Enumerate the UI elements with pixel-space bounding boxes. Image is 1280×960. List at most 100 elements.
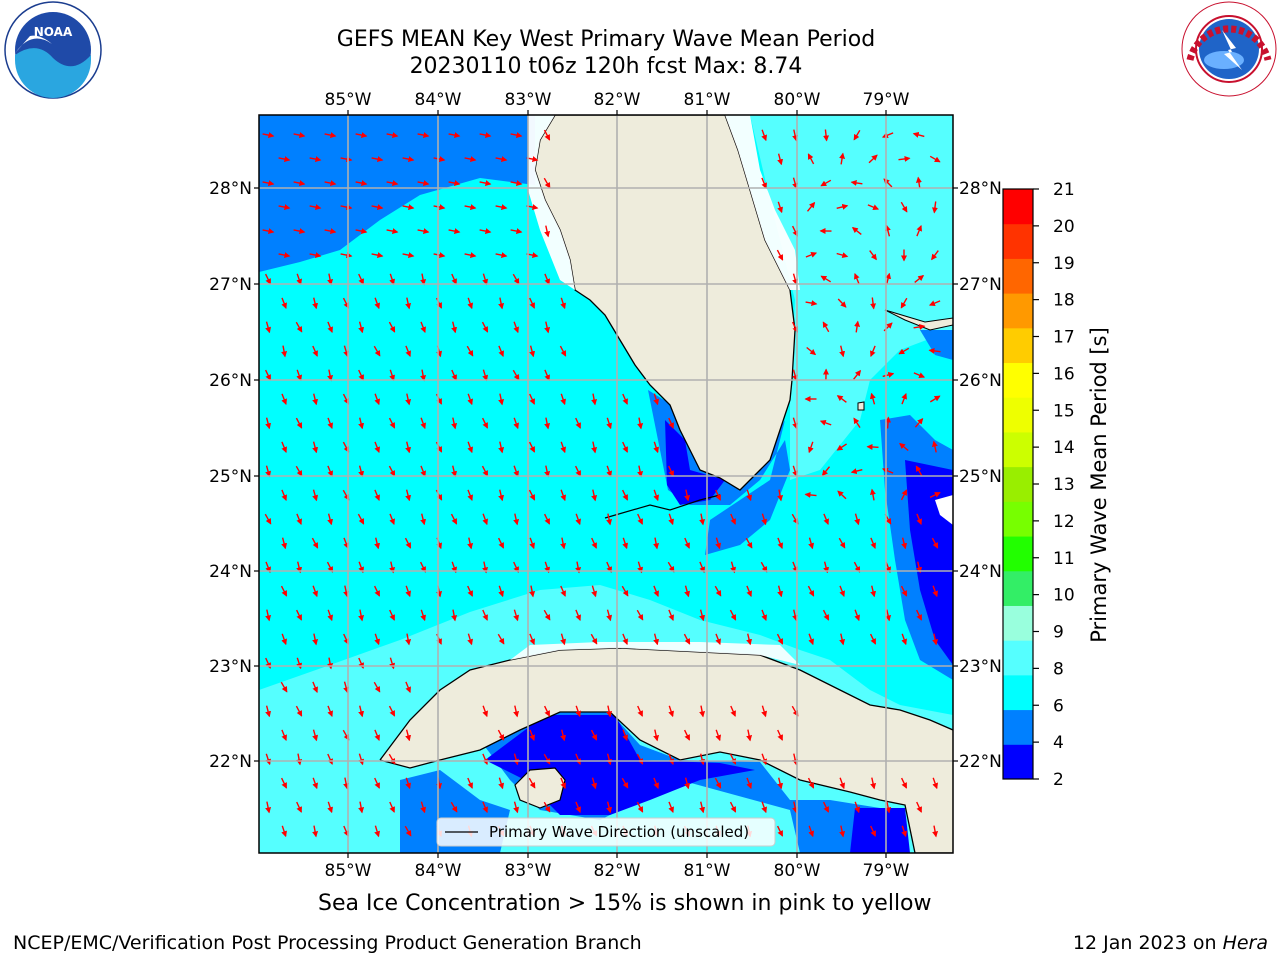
wave-arrow [822, 321, 830, 333]
wave-arrow [262, 180, 275, 187]
wave-arrow [870, 345, 876, 358]
wave-arrow [575, 705, 581, 718]
wave-arrow [821, 466, 831, 477]
wave-arrow [637, 417, 644, 430]
wave-arrow [448, 228, 461, 235]
wave-arrow [683, 729, 691, 741]
wave-arrow [388, 465, 396, 477]
wave-arrow [420, 465, 426, 478]
wave-arrow [853, 417, 861, 428]
wave-arrow [528, 441, 536, 453]
lat-label-right: 26°N [959, 371, 1002, 391]
wave-arrow [327, 369, 334, 382]
wave-arrow [668, 513, 674, 526]
wave-arrow [265, 801, 272, 814]
wave-arrow [792, 369, 799, 382]
wave-arrow [497, 729, 505, 741]
wave-arrow [327, 705, 333, 718]
wave-arrow [389, 801, 395, 813]
lat-label-left: 25°N [209, 467, 252, 487]
wave-arrow [389, 369, 395, 382]
wave-arrow [495, 156, 508, 163]
wave-arrow [913, 323, 926, 330]
nws-logo [1181, 1, 1277, 97]
wave-arrow [420, 369, 427, 382]
wave-arrow [417, 180, 430, 187]
wave-arrow [912, 131, 925, 138]
wave-arrow [560, 297, 566, 310]
footer-date: 12 Jan 2023 on [1072, 932, 1223, 954]
colorbar-tick-label: 12 [1053, 512, 1075, 532]
wave-arrow [358, 465, 365, 478]
lon-label-bottom: 85°W [325, 861, 372, 881]
wave-arrow [404, 537, 412, 549]
wave-arrow [543, 801, 551, 813]
wave-arrow [265, 609, 272, 622]
wave-arrow [823, 513, 829, 526]
wave-arrow [327, 273, 334, 286]
footer-left: NCEP/EMC/Verification Post Processing Pr… [13, 932, 642, 954]
wave-arrow [560, 777, 566, 790]
wave-arrow [854, 320, 861, 333]
wave-arrow [529, 633, 535, 646]
wave-arrow [915, 609, 923, 621]
wave-arrow [560, 537, 567, 550]
wave-arrow [870, 297, 877, 310]
wave-arrow [417, 132, 430, 139]
wave-arrow [405, 633, 412, 646]
wave-arrow [482, 369, 489, 382]
wave-arrow [683, 633, 691, 645]
wave-arrow [262, 228, 275, 235]
wave-arrow [293, 132, 306, 139]
colorbar-segment [1003, 362, 1033, 398]
wave-arrow [808, 825, 814, 838]
wave-arrow [606, 705, 613, 718]
lat-label-left: 23°N [209, 657, 252, 677]
wave-arrow [806, 201, 816, 212]
wave-arrow [931, 201, 938, 214]
wave-arrow [851, 226, 862, 235]
wave-arrow [881, 132, 894, 138]
wave-arrow [870, 585, 877, 598]
wave-arrow [293, 180, 306, 187]
wave-arrow [560, 729, 567, 742]
wave-arrow [467, 585, 473, 597]
lon-label-bottom: 84°W [415, 861, 462, 881]
wave-arrow [327, 417, 333, 430]
wave-arrow [745, 537, 753, 549]
wave-arrow [296, 369, 302, 382]
wave-arrow [900, 297, 908, 309]
colorbar-segment [1003, 744, 1033, 780]
wave-arrow [882, 371, 895, 378]
wave-arrow [420, 801, 427, 814]
lon-label-top: 82°W [594, 90, 641, 110]
wave-arrow [653, 393, 660, 406]
wave-arrow [901, 392, 907, 405]
wave-arrow [312, 777, 318, 790]
wave-arrow [386, 228, 399, 235]
wave-arrow [466, 345, 474, 357]
wave-arrow [746, 777, 752, 790]
wave-arrow [278, 252, 291, 259]
wave-arrow [575, 513, 581, 526]
wave-arrow [761, 129, 768, 142]
wave-arrow [885, 609, 892, 622]
wave-arrow [746, 585, 752, 598]
colorbar-segment [1003, 293, 1033, 329]
wave-arrow [543, 705, 551, 717]
wave-arrow [544, 417, 551, 430]
wave-arrow [715, 729, 721, 742]
wave-arrow [898, 155, 911, 162]
wave-arrow [715, 633, 721, 646]
wave-arrow [591, 393, 598, 406]
wave-arrow [450, 801, 458, 813]
colorbar-segment [1003, 258, 1033, 294]
wave-arrow [792, 801, 799, 814]
wave-arrow [498, 585, 504, 598]
wave-arrow [482, 801, 488, 814]
wave-arrow [932, 777, 938, 790]
wave-arrow [265, 705, 272, 718]
wave-arrow [792, 609, 799, 622]
lat-label-left: 22°N [209, 752, 252, 772]
